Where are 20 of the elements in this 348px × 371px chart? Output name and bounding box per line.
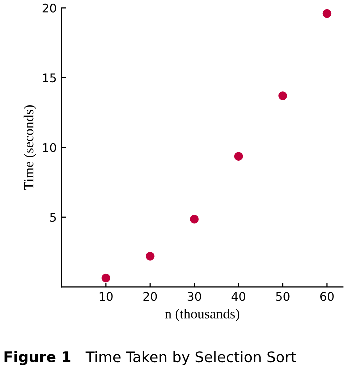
point xyxy=(102,274,111,283)
caption: Figure 1 xyxy=(4,351,71,366)
x-tick-label: 30 xyxy=(188,292,202,302)
point xyxy=(322,9,332,18)
point xyxy=(190,214,199,224)
y-axis-title: Time (seconds) xyxy=(24,106,37,190)
point xyxy=(278,92,288,100)
point xyxy=(146,252,155,261)
x-tick-label: 50 xyxy=(276,292,290,302)
y-tick-label: 20 xyxy=(42,4,56,13)
x-tick-label: 10 xyxy=(100,292,113,302)
y-tick-label: 15 xyxy=(43,74,56,83)
x-axis-title: n (thousands) xyxy=(165,308,240,322)
x-tick-label: 40 xyxy=(232,292,246,302)
x-tick-label: 20 xyxy=(144,292,158,302)
x-tick-label: 60 xyxy=(320,292,334,302)
y-tick-label: 10 xyxy=(43,143,56,152)
point xyxy=(234,152,244,161)
y-tick-label: 5 xyxy=(50,213,56,222)
text: Time Taken by Selection Sort xyxy=(86,351,296,366)
